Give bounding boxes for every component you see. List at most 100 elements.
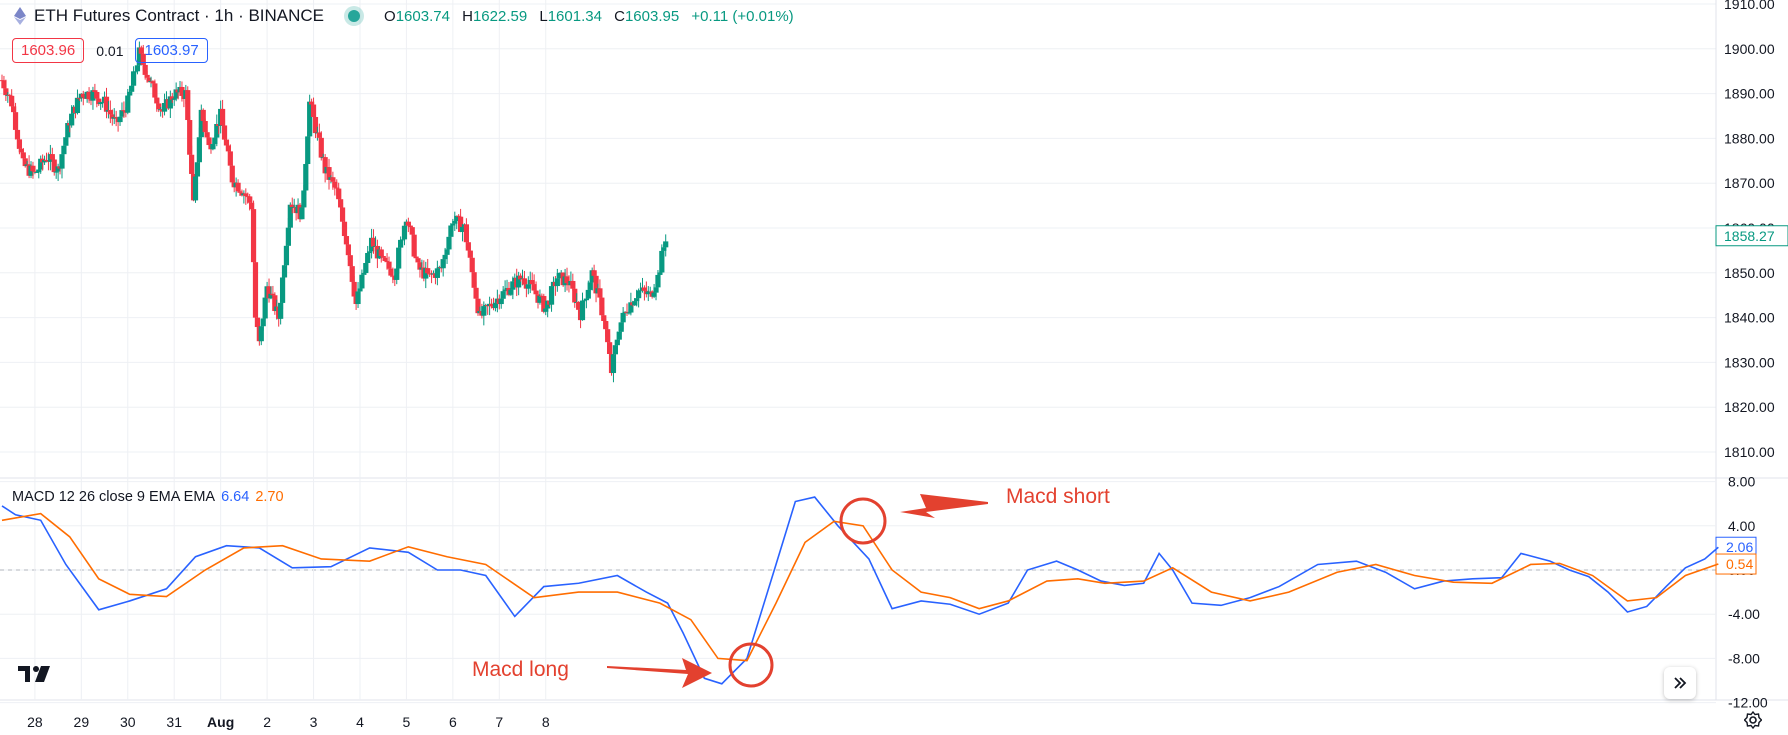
- candle: [107, 100, 113, 124]
- candle-body: [605, 329, 611, 343]
- candle-body: [624, 311, 630, 314]
- candle-body: [212, 137, 218, 145]
- candle: [268, 286, 274, 300]
- price-tick-label: 1890.00: [1724, 86, 1775, 102]
- candle-body: [529, 280, 535, 285]
- time-tick-label: 30: [120, 714, 136, 730]
- candle-body: [322, 157, 328, 174]
- candle: [299, 207, 305, 220]
- candle-body: [583, 298, 589, 301]
- price-tick-label: 1910.00: [1724, 0, 1775, 12]
- candle-body: [34, 171, 40, 173]
- candle: [434, 260, 440, 286]
- candle: [189, 145, 195, 179]
- buy-price-button[interactable]: 1603.97: [135, 38, 208, 63]
- candle-body: [161, 102, 168, 112]
- market-open-indicator: [348, 10, 361, 22]
- candle-body: [641, 287, 648, 291]
- candle-body: [401, 225, 408, 240]
- macd-legend[interactable]: MACD 12 26 close 9 EMA EMA 6.64 2.70: [12, 489, 284, 505]
- candle-body: [388, 268, 394, 276]
- candle: [624, 303, 630, 316]
- candle-body: [100, 101, 106, 103]
- price-tick-label: 1820.00: [1724, 399, 1775, 415]
- candle-body: [423, 268, 429, 279]
- candle-body: [299, 207, 305, 220]
- candle-body: [30, 165, 36, 172]
- candle-body: [339, 207, 346, 222]
- candle: [266, 278, 272, 303]
- candle: [336, 182, 342, 200]
- candle-body: [194, 162, 201, 177]
- candle: [645, 286, 651, 302]
- candle: [570, 273, 576, 291]
- candle: [332, 178, 338, 196]
- candle-body: [156, 103, 162, 110]
- candle: [605, 321, 611, 344]
- candle-body: [18, 148, 24, 153]
- tradingview-logo-icon[interactable]: [16, 664, 54, 689]
- candle-body: [361, 273, 367, 275]
- candle-body: [637, 290, 644, 292]
- candle: [618, 322, 624, 334]
- gear-icon[interactable]: [1743, 710, 1763, 734]
- candle-body: [309, 101, 315, 105]
- candle-body: [653, 287, 659, 293]
- candle: [448, 222, 454, 242]
- candle-body: [152, 83, 158, 98]
- candle-body: [198, 109, 204, 138]
- candle-body: [266, 286, 272, 299]
- candle-body: [367, 251, 373, 253]
- candle: [394, 265, 400, 285]
- candle-body: [659, 250, 665, 273]
- time-tick-label: 6: [449, 714, 457, 730]
- candle: [548, 282, 555, 312]
- candle-body: [599, 297, 605, 316]
- candle-body: [1, 80, 7, 89]
- candle-body: [192, 176, 199, 201]
- candle: [59, 153, 65, 179]
- last-price-label: 1858.27: [1724, 228, 1775, 244]
- candle: [121, 101, 127, 118]
- candle: [564, 267, 570, 291]
- candle-body: [450, 223, 456, 226]
- candle-body: [593, 275, 599, 294]
- candle: [572, 283, 578, 308]
- candle-body: [117, 116, 123, 123]
- candle: [343, 234, 350, 246]
- candle-body: [14, 129, 21, 140]
- scroll-to-realtime-icon[interactable]: [1664, 667, 1696, 699]
- candle-body: [465, 242, 471, 251]
- candle-body: [365, 252, 371, 263]
- candle: [388, 261, 394, 278]
- time-tick-label: 31: [166, 714, 182, 730]
- candle: [657, 270, 663, 283]
- symbol-title[interactable]: ETH Futures Contract · 1h · BINANCE: [34, 6, 325, 25]
- candle-body: [587, 282, 593, 290]
- signal-line: [1, 512, 1719, 662]
- candle-body: [32, 171, 38, 173]
- price-tick-label: 1810.00: [1724, 444, 1775, 460]
- candle: [517, 273, 524, 282]
- candle-body: [171, 98, 177, 100]
- candle: [636, 288, 642, 308]
- candle-body: [411, 234, 417, 257]
- candle-body: [334, 187, 340, 189]
- candle-body: [500, 291, 506, 299]
- sell-price-button[interactable]: 1603.96: [12, 38, 85, 63]
- price-tick-label: 1900.00: [1724, 41, 1775, 57]
- candle-body: [581, 300, 588, 302]
- candle-body: [229, 165, 235, 183]
- candle-body: [3, 88, 9, 96]
- candle-body: [601, 315, 607, 322]
- candle-body: [74, 97, 81, 114]
- candle-body: [502, 289, 508, 292]
- time-tick-label: 28: [27, 714, 43, 730]
- ohlc-values: O1603.74 H1622.59 L1601.34 C1603.95 +0.1…: [384, 7, 794, 25]
- candle-body: [11, 106, 17, 113]
- candle: [152, 79, 158, 98]
- candle-body: [525, 284, 531, 289]
- candle: [260, 318, 266, 331]
- candle: [378, 246, 384, 263]
